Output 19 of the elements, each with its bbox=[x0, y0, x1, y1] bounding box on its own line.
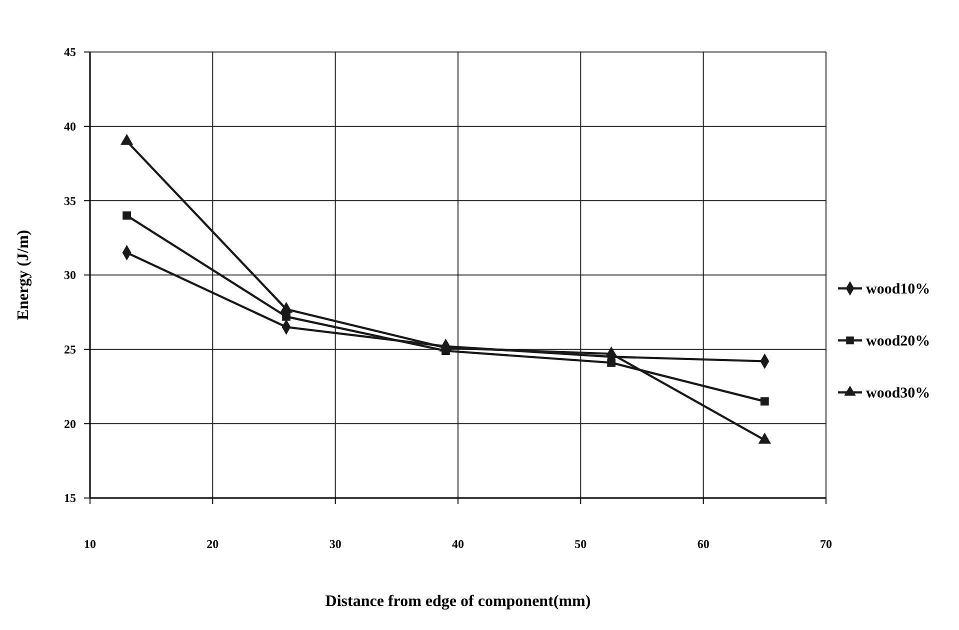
y-tick-label: 35 bbox=[64, 194, 76, 208]
legend-label: wood10% bbox=[866, 282, 930, 298]
y-tick-label: 20 bbox=[64, 416, 76, 431]
legend-label: wood30% bbox=[866, 386, 930, 402]
x-tick-label: 20 bbox=[206, 537, 219, 551]
y-tick-label: 15 bbox=[64, 491, 76, 506]
y-tick-label: 25 bbox=[64, 342, 76, 357]
y-tick-label: 45 bbox=[64, 45, 76, 60]
x-tick-label: 50 bbox=[574, 537, 587, 551]
x-tick-label: 70 bbox=[820, 537, 832, 551]
legend-label: wood20% bbox=[866, 334, 930, 350]
y-tick-label: 30 bbox=[64, 268, 76, 282]
x-tick-label: 10 bbox=[84, 537, 96, 551]
x-tick-label: 60 bbox=[697, 537, 710, 551]
x-axis-title: Distance from edge of component(mm) bbox=[325, 593, 591, 610]
y-tick-label: 40 bbox=[64, 120, 76, 134]
x-tick-label: 30 bbox=[329, 537, 342, 551]
y-axis-title: Energy (J/m) bbox=[15, 230, 32, 320]
x-tick-label: 40 bbox=[452, 537, 464, 551]
